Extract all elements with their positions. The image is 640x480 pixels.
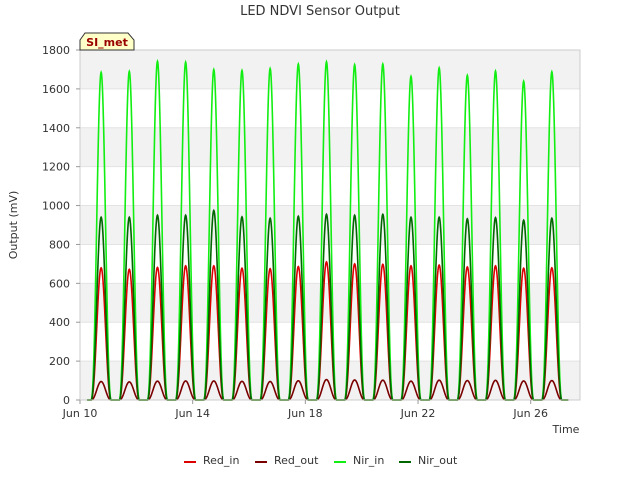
y-tick-label: 0 [63, 394, 70, 407]
x-tick-label: Jun 22 [400, 407, 436, 420]
plot-frame [79, 49, 581, 401]
legend-label: Nir_out [418, 454, 458, 467]
site-badge: SI_met [79, 32, 135, 51]
y-tick-label: 400 [49, 316, 70, 329]
y-axis-label: Output (mV) [7, 191, 20, 260]
y-tick-label: 1400 [42, 122, 70, 135]
site-badge-label: SI_met [86, 36, 128, 49]
grid-band [80, 50, 580, 89]
legend-label: Nir_in [353, 454, 384, 467]
legend-label: Red_out [274, 454, 319, 467]
y-tick-label: 1000 [42, 200, 70, 213]
x-tick-label: Jun 14 [174, 407, 210, 420]
legend: Red_in Red_out Nir_in Nir_out [184, 454, 458, 467]
x-axis: Jun 10 Jun 14 Jun 18 Jun 22 Jun 26 [62, 400, 548, 420]
x-tick-label: Jun 26 [512, 407, 548, 420]
y-tick-label: 1200 [42, 161, 70, 174]
y-tick-label: 600 [49, 277, 70, 290]
x-tick-label: Jun 10 [62, 407, 98, 420]
legend-label: Red_in [203, 454, 239, 467]
chart-title: LED NDVI Sensor Output [240, 4, 400, 19]
y-tick-label: 1600 [42, 83, 70, 96]
y-tick-label: 200 [49, 355, 70, 368]
x-tick-label: Jun 18 [287, 407, 323, 420]
y-tick-label: 800 [49, 238, 70, 251]
x-axis-label: Time [552, 423, 580, 436]
y-tick-label: 1800 [42, 44, 70, 57]
y-axis: 0 200 400 600 800 1000 1200 1400 1600 1800 [42, 44, 80, 407]
